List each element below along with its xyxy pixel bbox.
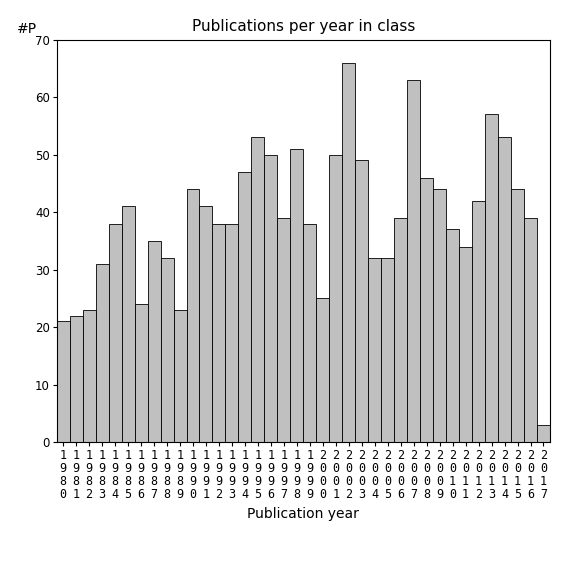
Bar [433,189,446,442]
Bar [70,316,83,442]
Bar [368,258,381,442]
Bar [251,137,264,442]
Bar [96,264,109,442]
Bar [213,224,226,442]
Bar [174,310,187,442]
Bar [420,177,433,442]
Bar [537,425,550,442]
Bar [303,224,316,442]
Bar [316,298,329,442]
Title: Publications per year in class: Publications per year in class [192,19,415,35]
Bar [160,258,174,442]
Bar [109,224,121,442]
Bar [446,230,459,442]
Bar [121,206,134,442]
Bar [381,258,394,442]
Bar [472,201,485,442]
Bar [277,218,290,442]
Bar [498,137,511,442]
Bar [239,172,251,442]
Bar [290,149,303,442]
Bar [511,189,524,442]
Bar [147,241,160,442]
Bar [394,218,407,442]
Bar [83,310,96,442]
Bar [200,206,213,442]
Bar [226,224,239,442]
Text: #P: #P [17,22,37,36]
Bar [524,218,537,442]
Bar [187,189,200,442]
Bar [264,155,277,442]
Bar [342,63,356,442]
Bar [459,247,472,442]
Bar [134,304,147,442]
Bar [356,160,368,442]
Bar [485,115,498,442]
X-axis label: Publication year: Publication year [247,507,359,521]
Bar [407,80,420,442]
Bar [57,321,70,442]
Bar [329,155,342,442]
